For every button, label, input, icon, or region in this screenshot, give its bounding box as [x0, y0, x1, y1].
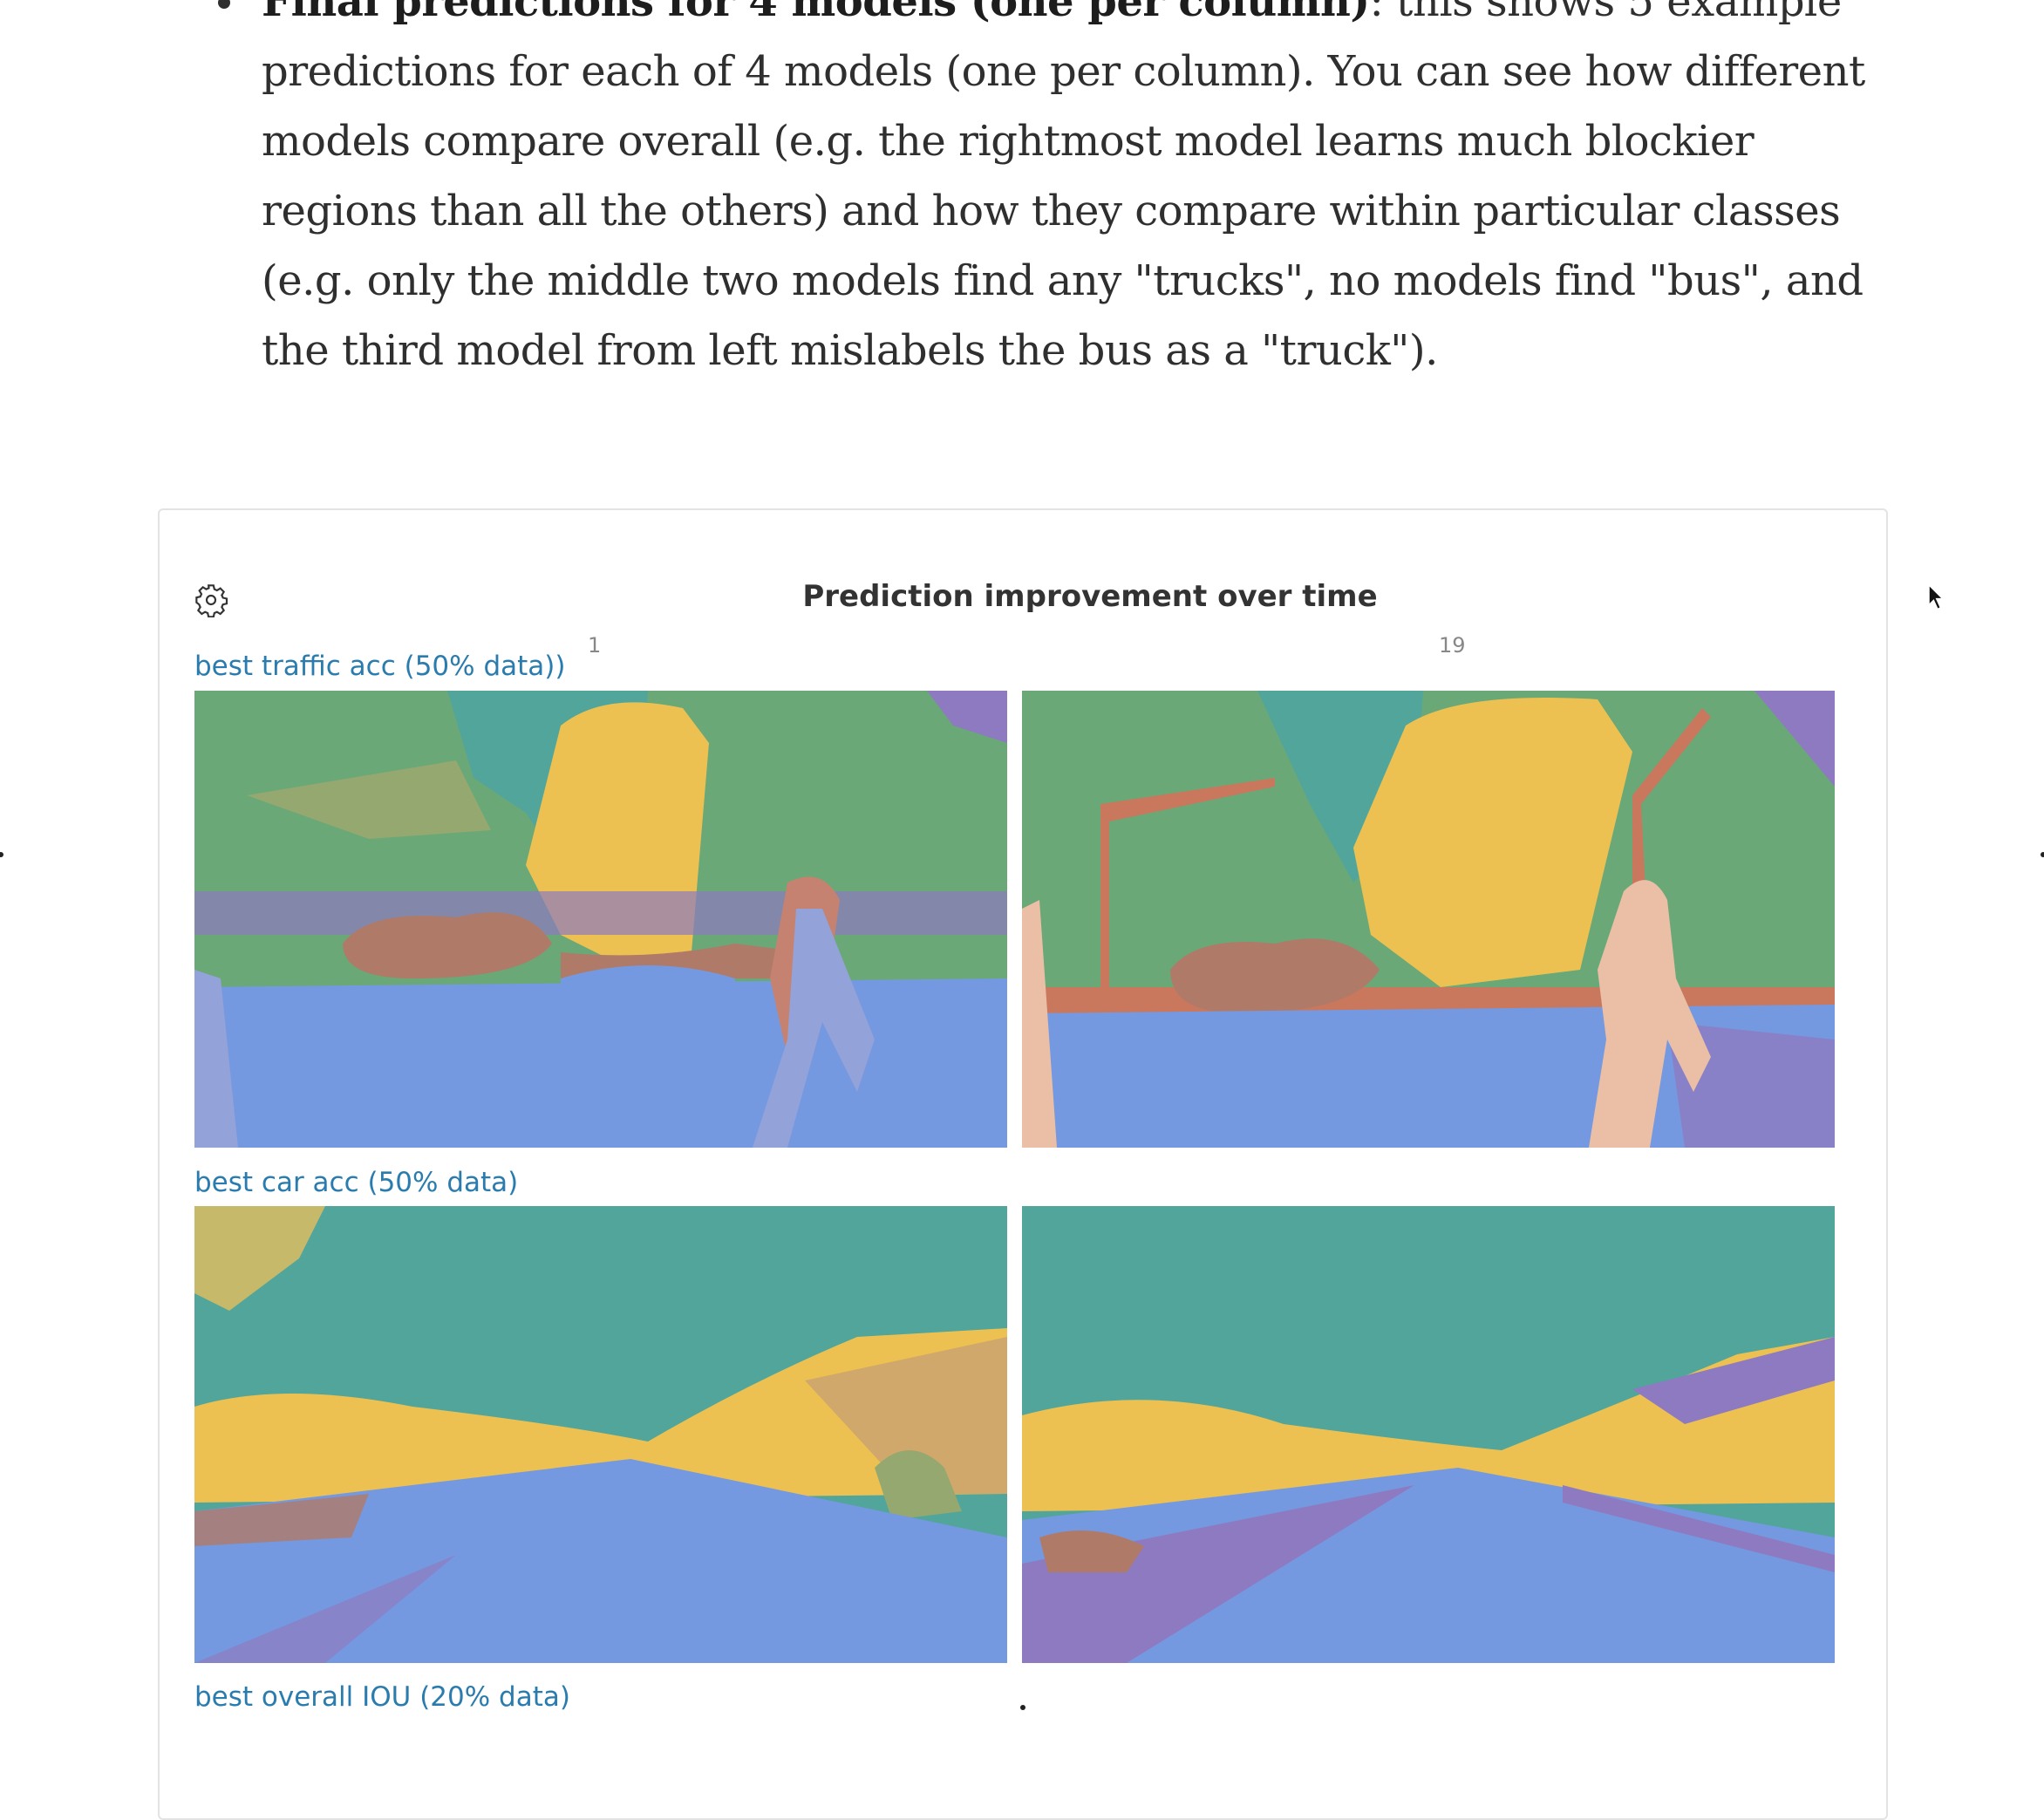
prediction-image-car-step1: [194, 1206, 1007, 1663]
prediction-image-traffic-step1: [194, 691, 1007, 1148]
step-label-last: 19: [1439, 633, 1466, 658]
resize-handle-bottom[interactable]: [1020, 1705, 1025, 1710]
gear-icon[interactable]: [194, 583, 228, 617]
step-label-first: 1: [588, 633, 602, 658]
bullet-bold-lead: Final predictions for 4 models (one per …: [262, 0, 1370, 26]
bullet-list: Final predictions for 4 models (one per …: [218, 0, 1918, 385]
mouse-cursor-icon: [1927, 583, 1945, 610]
run-label-traffic[interactable]: best traffic acc (50% data)): [194, 651, 566, 682]
bullet-item: Final predictions for 4 models (one per …: [218, 0, 1918, 385]
resize-handle-right[interactable]: [2041, 852, 2044, 857]
panel-title: Prediction improvement over time: [802, 579, 1378, 614]
bullet-body: : this shows 5 example predictions for e…: [262, 0, 1865, 375]
resize-handle-left[interactable]: [0, 852, 3, 857]
run-label-car[interactable]: best car acc (50% data): [194, 1167, 519, 1198]
prediction-image-car-step19: [1022, 1206, 1835, 1663]
run-label-iou[interactable]: best overall IOU (20% data): [194, 1681, 570, 1713]
prediction-image-traffic-step19: [1022, 691, 1835, 1148]
